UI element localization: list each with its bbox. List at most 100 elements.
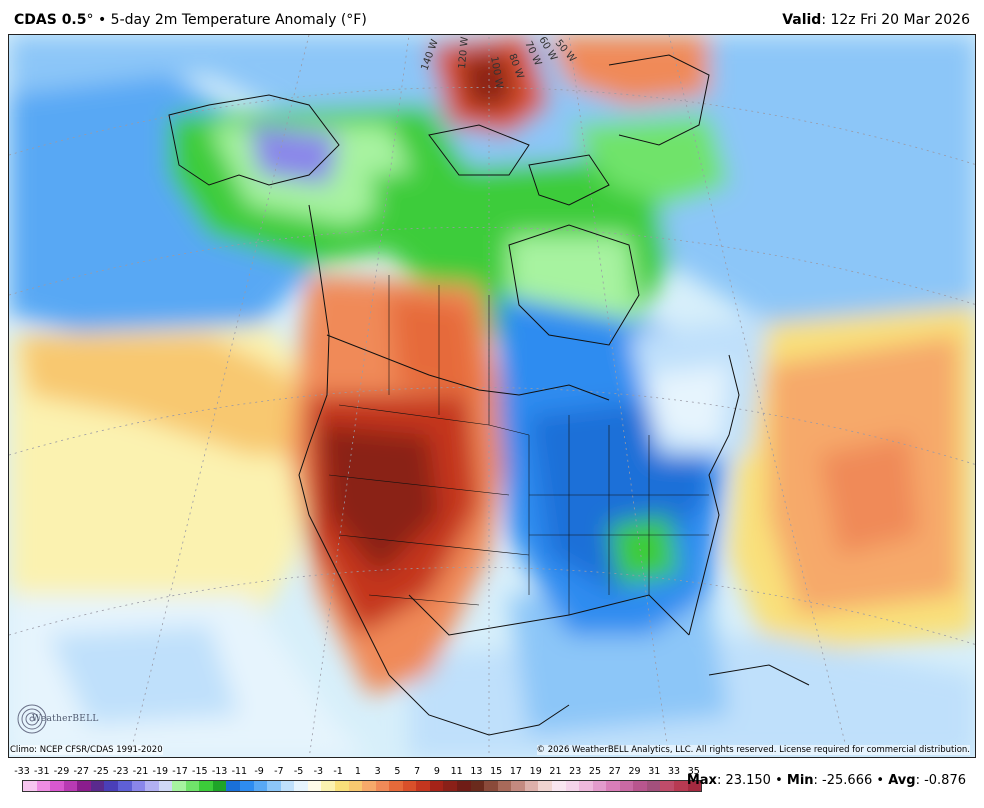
copyright-note: © 2026 WeatherBELL Analytics, LLC. All r… [536,745,970,755]
colorbar-swatch [199,781,213,791]
colorbar-tick-label: 21 [549,766,562,777]
product-name: 5-day 2m Temperature Anomaly (°F) [110,12,367,28]
colorbar-swatch [36,781,51,791]
title-bullet: • [97,12,107,28]
avg-label: Avg [888,773,916,788]
valid-value: : 12z Fri 20 Mar 2026 [821,12,970,28]
colorbar-tick-label: 9 [433,766,440,777]
colorbar-tick-label: 25 [588,766,602,777]
colorbar-swatch [660,781,674,791]
colorbar-swatch [294,781,308,791]
colorbar-swatch [158,781,173,791]
colorbar-swatch [240,781,254,791]
map-header: CDAS 0.5° • 5-day 2m Temperature Anomaly… [0,0,984,34]
colorbar-tick-label: -25 [93,766,109,777]
colorbar-tick-label: 1 [354,766,361,777]
stats-separator: • [872,773,889,788]
colorbar-tick-label: 29 [628,766,641,777]
colorbar-tick-label: 7 [414,766,421,777]
colorbar-tick-label: -23 [113,766,129,777]
valid-label: Valid [782,12,822,28]
colorbar-swatch [538,781,552,791]
colorbar-tick-label: 11 [450,766,463,777]
colorbar-tick-label: -9 [254,766,264,777]
colorbar-tick-label: -27 [73,766,90,777]
colorbar-tick-label: 31 [648,766,661,777]
colorbar-tick-label: 35 [687,766,700,777]
colorbar-legend: -33 -3 1 -29 -27 -25 -23 -21 -1 9 -17 -15 -13 -11 -9 -7… [0,760,984,808]
colorbar-tick-label: -11 [231,766,248,777]
climo-note: Climo: NCEP CFSR/CDAS 1991-2020 [10,745,163,755]
colorbar-tick-label: -5 [293,766,304,777]
colorbar-swatch [253,781,268,791]
colorbar-tick-label: 5 [394,766,401,777]
colorbar-tick-label: -21 [132,766,149,777]
colorbar-tick-label: 17 [509,766,522,777]
colorbar-tick-label: -3 [313,766,324,777]
colorbar-swatch [280,781,295,791]
colorbar-swatch [172,781,186,791]
colorbar-swatch [606,781,620,791]
colorbar-swatch [185,781,200,791]
colorbar-tick-label: 15 [490,766,503,777]
colorbar-swatch [131,781,146,791]
colorbar-ticks: -33 -3 1 -29 -27 -25 -23 -21 -1 9 -17 -15 -13 -11 -9 -7… [14,766,704,778]
colorbar-tick-label: 33 [667,766,681,777]
colorbar-tick-label: -33 [14,766,30,777]
colorbar-swatch [212,781,227,791]
colorbar-swatch [389,781,403,791]
anomaly-map: 140 W 120 W 100 W 80 W 70 W 60 W 50 W [8,34,976,758]
colorbar-swatch [565,781,580,791]
colorbar-swatch [226,781,240,791]
colorbar-tick-label: 23 [569,766,582,777]
colorbar-swatch [145,781,159,791]
colorbar-tick-label: -29 [53,766,70,777]
colorbar-swatch [63,781,78,791]
colorbar-swatch [592,781,607,791]
colorbar-swatch [443,781,457,791]
colorbar-swatch [90,781,105,791]
colorbar-swatch [646,781,661,791]
colorbar-swatch [429,781,444,791]
colorbar-tick-label: -7 [274,766,284,777]
colorbar-tick-label: -13 [211,766,228,777]
anomaly-shading [9,35,975,757]
colorbar-swatch [524,781,539,791]
colorbar-tick-label: -17 [172,766,188,777]
map-title: CDAS 0.5° • 5-day 2m Temperature Anomaly… [14,12,367,28]
colorbar-swatch [619,781,634,791]
colorbar-swatch [470,781,485,791]
colorbar-swatch [579,781,593,791]
anomaly-map-canvas: 140 W 120 W 100 W 80 W 70 W 60 W 50 W [9,35,975,757]
colorbar-swatch [267,781,281,791]
colorbar-swatch [307,781,322,791]
avg-value: : -0.876 [915,773,966,788]
degree-symbol: ° [86,12,94,28]
colorbar-swatch [674,781,688,791]
colorbar-tick-label: 27 [608,766,621,777]
model-name: CDAS 0.5 [14,12,87,28]
meridian-label: 120 W [457,36,471,69]
max-value: : 23.150 [716,773,771,788]
colorbar-swatch [511,781,525,791]
colorbar-swatch [77,781,91,791]
field-stats: Max: 23.150 • Min: -25.666 • Avg: -0.876 [687,773,966,788]
min-value: : -25.666 [813,773,873,788]
colorbar-swatch [362,781,376,791]
colorbar-swatch [416,781,430,791]
min-label: Min [786,773,814,788]
colorbar-swatch [687,781,702,791]
colorbar-swatch [375,781,390,791]
colorbar-tick-label: 19 [529,766,542,777]
colorbar-swatch [117,781,132,791]
colorbar-swatch [551,781,566,791]
colorbar-swatch [321,781,335,791]
stats-separator: • [770,773,787,788]
weatherbell-logo [17,704,47,734]
max-label: Max [686,773,717,788]
colorbar-swatch [104,781,118,791]
colorbar-swatch [633,781,647,791]
colorbar-tick-label: -15 [192,766,208,777]
colorbar-swatch [23,781,37,791]
colorbar-tick-label: -1 [333,766,343,777]
